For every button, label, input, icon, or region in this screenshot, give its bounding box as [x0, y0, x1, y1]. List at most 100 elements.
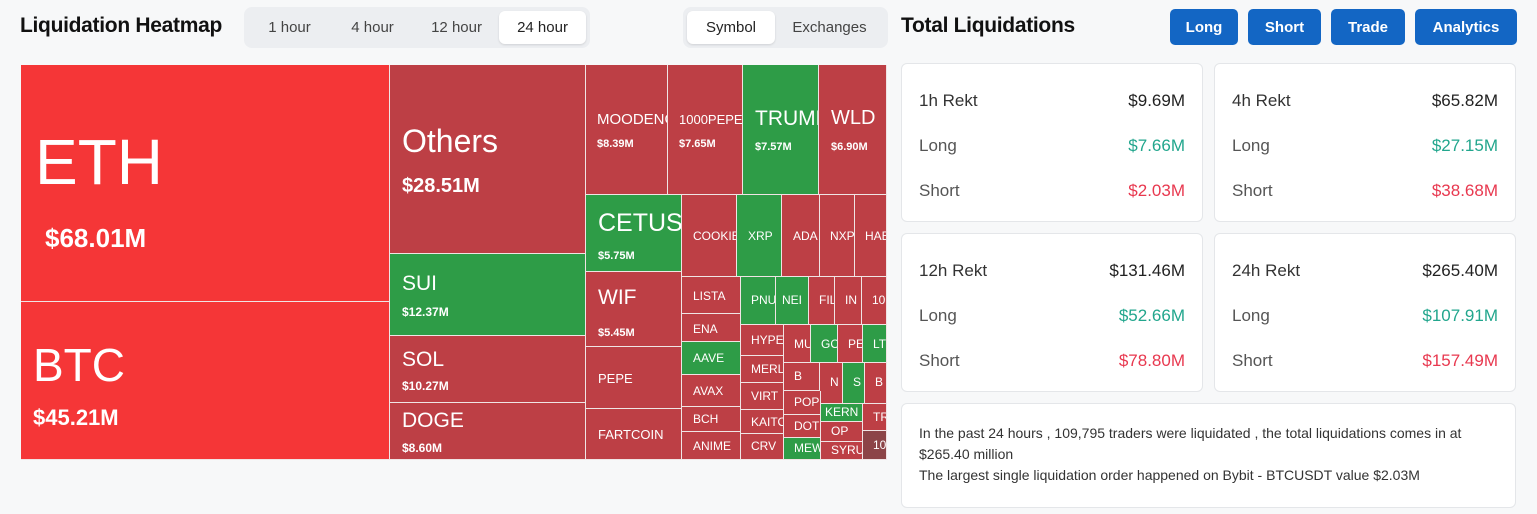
heatmap-cell-hype[interactable]: HYPE: [741, 325, 784, 356]
heatmap-cell-go[interactable]: GO: [811, 325, 838, 363]
heatmap-cell-in[interactable]: IN: [835, 277, 862, 325]
heatmap-symbol: WLD: [831, 107, 876, 129]
heatmap-symbol: BCH: [693, 412, 719, 426]
heatmap-cell-anime[interactable]: ANIME: [682, 432, 741, 460]
rekt-total: $131.46M: [1109, 261, 1185, 280]
heatmap-cell-b[interactable]: B: [865, 363, 887, 404]
heatmap-cell-trump[interactable]: TRUMP $7.57M: [743, 65, 819, 195]
long-value: $27.15M: [1431, 136, 1498, 155]
heatmap-value: $5.75M: [598, 250, 635, 262]
short-value: $2.03M: [1128, 181, 1185, 200]
heatmap-symbol: AAVE: [693, 351, 725, 365]
heatmap-cell-mew[interactable]: MEW: [784, 438, 821, 460]
heatmap-cell-10[interactable]: 10: [863, 431, 887, 460]
heatmap-cell-sol[interactable]: SOL $10.27M: [390, 336, 586, 403]
heatmap-cell-b[interactable]: B: [784, 363, 820, 391]
long-value: $52.66M: [1118, 306, 1185, 325]
tab-1-hour[interactable]: 1 hour: [268, 19, 311, 36]
heatmap-cell-ena[interactable]: ENA: [682, 314, 741, 342]
heatmap-value: $45.21M: [33, 405, 119, 430]
heatmap-cell-btc[interactable]: BTC $45.21M: [21, 302, 390, 460]
heatmap-cell-virt[interactable]: VIRT: [741, 383, 784, 410]
heatmap-symbol: COOKIE: [693, 229, 737, 243]
heatmap-symbol: NXP: [830, 229, 855, 243]
heatmap-cell-nei[interactable]: NEI: [776, 277, 809, 325]
heatmap-value: $12.37M: [402, 305, 449, 319]
short-value: $38.68M: [1431, 181, 1498, 200]
heatmap-cell-wif[interactable]: WIF $5.45M: [586, 272, 682, 347]
tab-4-hour[interactable]: 4 hour: [351, 19, 394, 36]
long-label: Long: [919, 136, 957, 155]
heatmap-symbol: PEPE: [598, 371, 633, 386]
heatmap-cell-merl[interactable]: MERL: [741, 356, 784, 383]
trade-button[interactable]: Trade: [1331, 9, 1405, 45]
rekt-total: $9.69M: [1128, 91, 1185, 110]
heatmap-cell-op[interactable]: OP: [821, 422, 863, 442]
heatmap-cell-ada[interactable]: ADA: [782, 195, 820, 277]
heatmap-cell-cetus[interactable]: CETUS $5.75M: [586, 195, 682, 272]
heatmap-cell-pepe[interactable]: PEPE: [586, 347, 682, 409]
liquidation-summary: In the past 24 hours , 109,795 traders w…: [901, 403, 1516, 508]
heatmap-symbol: IN: [845, 293, 857, 307]
heatmap-symbol: ENA: [693, 322, 718, 336]
long-label: Long: [1232, 306, 1270, 325]
heatmap-cell-moodeng[interactable]: MOODENG $8.39M: [586, 65, 668, 195]
heatmap-cell-eth[interactable]: ETH $68.01M: [21, 65, 390, 302]
long-label: Long: [1232, 136, 1270, 155]
liquidation-heatmap: ETH $68.01M BTC $45.21M Others $28.51M SUI $12.…: [21, 65, 887, 460]
heatmap-symbol: SYRU: [831, 443, 863, 457]
heatmap-cell-xrp[interactable]: XRP: [737, 195, 782, 277]
heatmap-symbol: XRP: [748, 229, 773, 243]
group-by-tabs: Symbol Exchanges: [683, 7, 888, 48]
heatmap-cell-lt[interactable]: LT: [863, 325, 887, 363]
heatmap-cell-kaito[interactable]: KAITO: [741, 410, 784, 434]
heatmap-cell-hae[interactable]: HAE: [855, 195, 887, 277]
heatmap-cell-fartcoin[interactable]: FARTCOIN: [586, 409, 682, 460]
long-button[interactable]: Long: [1170, 9, 1238, 45]
heatmap-cell-cookie[interactable]: COOKIE: [682, 195, 737, 277]
heatmap-cell-aave[interactable]: AAVE: [682, 342, 741, 375]
analytics-button[interactable]: Analytics: [1415, 9, 1517, 45]
heatmap-symbol: 1000PEPE: [679, 112, 743, 127]
heatmap-symbol: S: [853, 375, 862, 389]
heatmap-cell-s[interactable]: S: [843, 363, 865, 404]
heatmap-cell-crv[interactable]: CRV: [741, 434, 784, 460]
heatmap-cell-sui[interactable]: SUI $12.37M: [390, 254, 586, 336]
heatmap-cell-bch[interactable]: BCH: [682, 407, 741, 432]
heatmap-cell-mu[interactable]: MU: [784, 325, 811, 363]
rekt-card-12h: 12h Rekt $131.46M Long $52.66M Short $78.80…: [901, 233, 1203, 392]
heatmap-cell-nxp[interactable]: NXP: [820, 195, 855, 277]
tab-24-hour[interactable]: 24 hour: [499, 11, 586, 44]
time-range-tabs: 1 hour 4 hour 12 hour 24 hour: [244, 7, 590, 48]
heatmap-cell-pnu[interactable]: PNU: [741, 277, 776, 325]
summary-line-2: The largest single liquidation order hap…: [919, 467, 1420, 483]
heatmap-cell-pop[interactable]: POP: [784, 391, 821, 415]
heatmap-cell-1000pepe[interactable]: 1000PEPE $7.65M: [668, 65, 743, 195]
heatmap-cell-n[interactable]: N: [820, 363, 843, 404]
heatmap-cell-fil[interactable]: FIL: [809, 277, 835, 325]
heatmap-symbol: ADA: [793, 229, 818, 243]
heatmap-cell-lista[interactable]: LISTA: [682, 277, 741, 314]
tab-exchanges[interactable]: Exchanges: [792, 19, 867, 36]
short-button[interactable]: Short: [1248, 9, 1321, 45]
heatmap-cell-pe[interactable]: PE: [838, 325, 863, 363]
heatmap-symbol: B: [875, 375, 884, 389]
heatmap-symbol: GO: [821, 337, 838, 351]
heatmap-symbol: MOODENG: [597, 111, 667, 128]
heatmap-cell-kern[interactable]: KERN: [821, 404, 863, 422]
heatmap-cell-doge[interactable]: DOGE $8.60M: [390, 403, 586, 460]
heatmap-value: $68.01M: [45, 223, 147, 253]
heatmap-cell-syru[interactable]: SYRU: [821, 442, 863, 460]
tab-12-hour[interactable]: 12 hour: [431, 19, 482, 36]
heatmap-symbol: MEW: [794, 441, 821, 455]
heatmap-cell-tr[interactable]: TR: [863, 404, 887, 431]
heatmap-cell-others[interactable]: Others $28.51M: [390, 65, 586, 254]
heatmap-cell-wld[interactable]: WLD $6.90M: [819, 65, 887, 195]
heatmap-cell-avax[interactable]: AVAX: [682, 375, 741, 407]
heatmap-symbol: POP: [794, 395, 820, 409]
short-label: Short: [919, 181, 960, 200]
heatmap-cell-dot[interactable]: DOT: [784, 415, 821, 438]
heatmap-cell-10[interactable]: 10: [862, 277, 887, 325]
tab-symbol[interactable]: Symbol: [687, 11, 775, 44]
heatmap-symbol: MERL: [751, 362, 784, 376]
